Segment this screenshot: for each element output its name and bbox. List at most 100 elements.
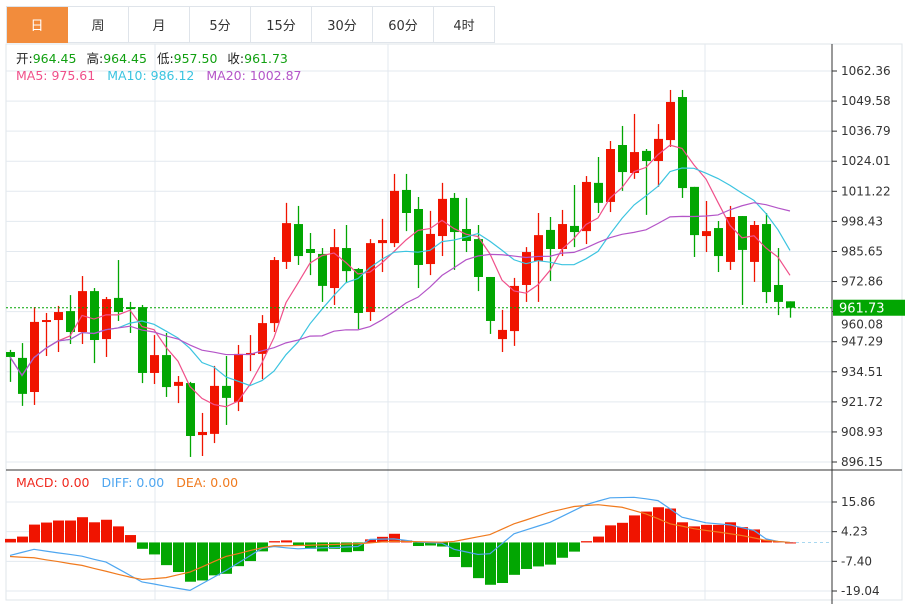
candle [102,296,111,357]
ohlc-item: 收:961.73 [227,51,287,66]
ma10-line [9,167,791,387]
macd-bar [581,541,592,543]
macd-bar [497,542,508,583]
tab-7[interactable]: 4时 [434,7,495,43]
price-tick-label: 1036.79 [841,124,891,138]
macd-bar [41,522,52,543]
price-tick-label: 921.72 [841,395,883,409]
candle-body [630,152,639,174]
macd-tick-label: -19.04 [841,584,880,598]
tab-3[interactable]: 5分 [190,7,251,43]
ohlc-legend: 开:964.45 高:964.45 低:957.50 收:961.73 [16,51,298,66]
candle-body [270,260,279,324]
last-price-label: 961.73 [839,302,885,317]
ohlc-value: 964.45 [32,51,77,66]
macd-bar [713,524,724,543]
macd-bar [89,522,100,543]
macd-bar [185,542,196,582]
candle [282,202,291,269]
macd-bar [161,542,172,566]
candle [270,256,279,333]
tab-0[interactable]: 日 [7,7,68,43]
price-tick-label: 1011.22 [841,184,891,198]
candle-body [114,297,123,313]
macd-bar [65,520,76,543]
candle-body [726,216,735,262]
candle-body [330,247,339,289]
candle [666,89,675,147]
candle-body [54,312,63,321]
price-tick-label: 1024.01 [841,154,891,168]
macd-bar [437,542,448,547]
candle-body [102,299,111,340]
macd-bar [485,542,496,585]
macd-bar [293,542,304,546]
ma-legend: MA5: 975.61 MA10: 986.12 MA20: 1002.87 [16,68,314,83]
candle-body [90,291,99,341]
candle-body [306,248,315,253]
macd-bar [749,529,760,543]
period-tabs: 日周月 5分 15分 30分 60分 4时 [6,6,495,43]
candle [414,196,423,289]
macd-bar [137,542,148,549]
candle-body [546,229,555,249]
candle-body [282,223,291,262]
candle-body [390,190,399,244]
ma-legend-item: MA10: 986.12 [107,68,195,83]
candle-body [666,101,675,141]
candle-body [174,381,183,386]
ma20-line [9,202,791,377]
macd-bar [209,542,220,576]
macd-bar [101,519,112,543]
price-tick-label: 1062.36 [841,64,891,78]
macd-tick-label: 4.23 [841,525,868,539]
candle-body [750,224,759,262]
ohlc-item: 高:964.45 [86,51,146,66]
tab-1[interactable]: 周 [68,7,129,43]
candle-body [414,208,423,265]
candle [438,182,447,257]
ma-legend-item: MA20: 1002.87 [206,68,302,83]
candle-body [510,285,519,332]
candle [90,288,99,364]
candle-body [186,383,195,437]
candle [150,335,159,385]
candle [162,332,171,397]
tab-2[interactable]: 月 [129,7,190,43]
candle-body [222,385,231,398]
candle-body [438,198,447,237]
candle-body [342,248,351,272]
candle [546,216,555,281]
candle [6,349,15,382]
ma-legend-item: MA5: 975.61 [16,68,96,83]
candle [342,224,351,284]
ohlc-value: 957.50 [173,51,218,66]
candle [138,304,147,384]
candle-body [570,225,579,233]
price-tick-label: 896.15 [841,455,883,469]
candle [378,218,387,273]
chart-frame [5,43,903,601]
candle-body [582,181,591,232]
ohlc-label: 高: [86,51,104,66]
candle [774,248,783,316]
candle-body [474,239,483,277]
tab-5[interactable]: 30分 [312,7,373,43]
ohlc-value: 961.73 [244,51,288,66]
candle-body [78,291,87,333]
macd-bar [413,542,424,547]
tab-6[interactable]: 60分 [373,7,434,43]
macd-bar [545,542,556,565]
candle-body [690,186,699,236]
candle [618,125,627,191]
candle-body [618,145,627,173]
macd-legend-item: DIFF: 0.00 [101,475,165,490]
candle [366,239,375,321]
tab-4[interactable]: 15分 [251,7,312,43]
candle [426,210,435,276]
ohlc-label: 开: [16,51,33,66]
candle-body [714,228,723,257]
ohlc-item: 开:964.45 [16,51,76,66]
candle [762,212,771,304]
